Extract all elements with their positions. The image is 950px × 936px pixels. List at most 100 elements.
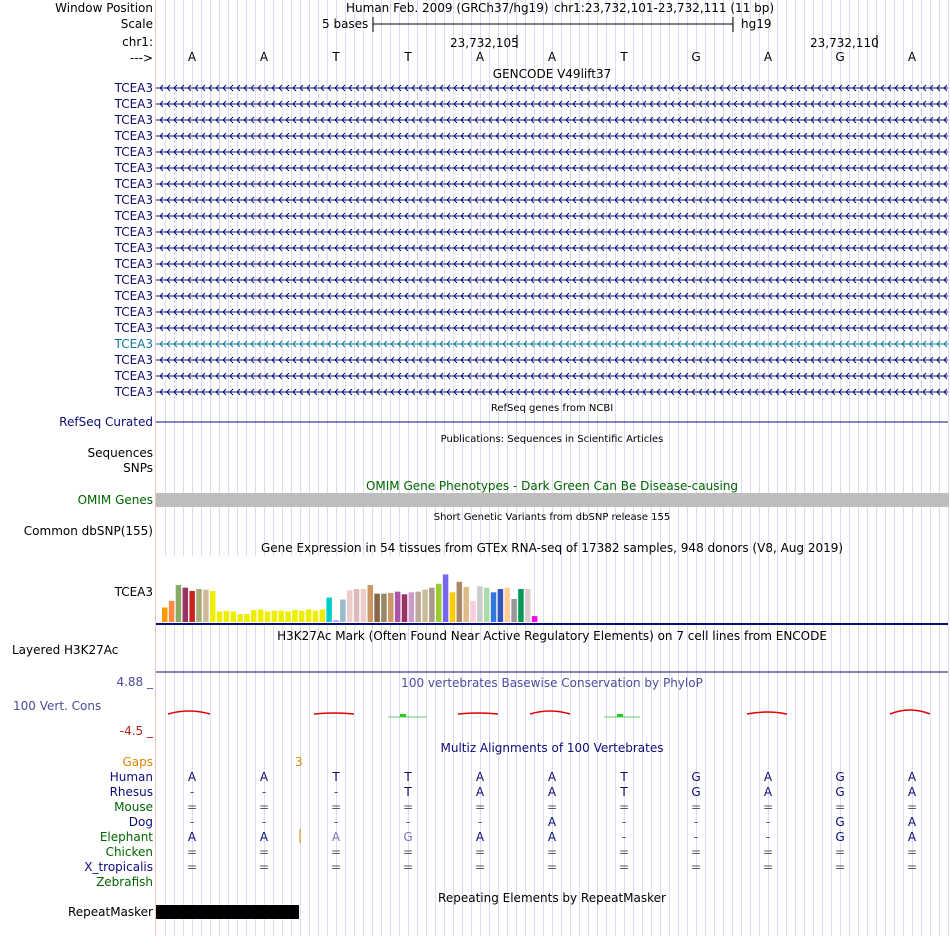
grid-line (543, 0, 544, 936)
gaps-label[interactable]: Gaps (122, 755, 153, 769)
h3k27ac-label[interactable]: Layered H3K27Ac (12, 643, 119, 657)
gtex-tissue-bar (353, 589, 360, 622)
gencode-strand-arrows (159, 164, 948, 172)
gencode-strand-arrows (159, 116, 948, 124)
gencode-transcript-label[interactable]: TCEA3 (114, 193, 153, 207)
publications-track-title[interactable]: Publications: Sequences in Scientific Ar… (440, 434, 664, 445)
gtex-tissue-bar (251, 610, 257, 622)
gencode-strand-arrows (159, 244, 948, 252)
gencode-transcript-label[interactable]: TCEA3 (114, 209, 153, 223)
alignment-base: = (546, 860, 558, 874)
gencode-transcript-label[interactable]: TCEA3 (114, 145, 153, 159)
gencode-transcript-label[interactable]: TCEA3 (114, 305, 153, 319)
gencode-strand-arrows (159, 276, 948, 284)
sequences-label[interactable]: Sequences (87, 446, 153, 460)
alignment-base: = (762, 800, 774, 814)
multiz-track-title[interactable]: Multiz Alignments of 100 Vertebrates (440, 741, 664, 755)
alignment-base: T (332, 770, 340, 784)
grid-line (660, 0, 661, 936)
alignment-base: G (835, 785, 845, 799)
gencode-transcript-label[interactable]: TCEA3 (114, 113, 153, 127)
alignment-base: = (690, 860, 702, 874)
grid-line (552, 0, 553, 936)
grid-line (309, 0, 310, 936)
gencode-transcript-label[interactable]: TCEA3 (114, 81, 153, 95)
gencode-transcript-label[interactable]: TCEA3 (114, 385, 153, 399)
gencode-transcript-label[interactable]: TCEA3 (114, 289, 153, 303)
grid-line (390, 0, 391, 936)
conservation-label[interactable]: 100 Vert. Cons (13, 699, 102, 713)
multiz-species-label[interactable]: X_tropicalis (84, 860, 153, 874)
alignment-base: - (621, 815, 627, 829)
multiz-species-label[interactable]: Mouse (114, 800, 153, 814)
grid-line (534, 0, 535, 936)
gtex-track-title[interactable]: Gene Expression in 54 tissues from GTEx … (260, 541, 844, 555)
alignment-base: = (186, 845, 198, 859)
omim-label[interactable]: OMIM Genes (77, 493, 153, 507)
gencode-strand-arrows (159, 84, 948, 92)
gtex-tissue-bar (326, 597, 332, 622)
gencode-transcript-label[interactable]: TCEA3 (114, 321, 153, 335)
gencode-transcript-label[interactable]: TCEA3 (114, 273, 153, 287)
conservation-track-title[interactable]: 100 vertebrates Basewise Conservation by… (401, 676, 703, 690)
grid-line (282, 0, 283, 936)
gencode-transcript-label[interactable]: TCEA3 (114, 225, 153, 239)
dbsnp-label[interactable]: Common dbSNP(155) (23, 524, 153, 538)
label-divider (155, 0, 156, 936)
gencode-transcript-label[interactable]: TCEA3 (114, 129, 153, 143)
grid-line (345, 0, 346, 936)
gencode-transcript-label[interactable]: TCEA3 (114, 177, 153, 191)
gencode-transcript-label[interactable]: TCEA3 (114, 369, 153, 383)
grid-line (264, 0, 265, 936)
gencode-transcript-label[interactable]: TCEA3 (114, 353, 153, 367)
multiz-species-label[interactable]: Elephant (99, 830, 153, 844)
multiz-species-label[interactable]: Zebrafish (96, 875, 153, 889)
gtex-tissue-bar (401, 594, 408, 622)
grid-line (903, 0, 904, 936)
alignment-base: A (547, 785, 557, 799)
alignment-base: = (402, 860, 414, 874)
alignment-base: = (474, 860, 486, 874)
alignment-base: = (258, 860, 270, 874)
reference-base: T (404, 50, 412, 64)
multiz-species-label[interactable]: Rhesus (109, 785, 153, 799)
gtex-label[interactable]: TCEA3 (114, 585, 153, 599)
gencode-transcript-label[interactable]: TCEA3 (114, 97, 153, 111)
alignment-base: = (618, 800, 630, 814)
gencode-transcript-label[interactable]: TCEA3 (114, 337, 153, 351)
repeatmasker-element (156, 905, 299, 919)
grid-line (624, 0, 625, 936)
alignment-base: - (189, 785, 195, 799)
dbsnp-track-title[interactable]: Short Genetic Variants from dbSNP releas… (433, 512, 671, 523)
gtex-tissue-bar (422, 589, 428, 622)
snps-label[interactable]: SNPs (123, 461, 153, 475)
grid-line (795, 0, 796, 936)
grid-line (840, 0, 841, 936)
grid-line (354, 0, 355, 936)
reference-base: A (259, 50, 269, 64)
multiz-species-label[interactable]: Dog (128, 815, 153, 829)
repeatmasker-track-title[interactable]: Repeating Elements by RepeatMasker (438, 891, 666, 905)
gencode-transcript-label[interactable]: TCEA3 (114, 257, 153, 271)
grid-line (363, 0, 364, 936)
omim-track-title[interactable]: OMIM Gene Phenotypes - Dark Green Can Be… (365, 479, 739, 493)
gtex-tissue-bar (182, 587, 189, 622)
gencode-track-title[interactable]: GENCODE V49lift37 (492, 67, 612, 81)
alignment-base: = (186, 860, 198, 874)
gencode-transcript-label[interactable]: TCEA3 (114, 161, 153, 175)
multiz-species-label[interactable]: Human (109, 770, 153, 784)
position-text[interactable]: chr1:23,732,101-23,732,111 (11 bp) (554, 1, 775, 15)
grid-line (939, 0, 940, 936)
multiz-species-label[interactable]: Chicken (105, 845, 153, 859)
alignment-base: - (765, 830, 771, 844)
alignment-base: = (906, 845, 918, 859)
gencode-transcript-label[interactable]: TCEA3 (114, 241, 153, 255)
alignment-base: T (404, 770, 412, 784)
refseq-label[interactable]: RefSeq Curated (59, 415, 153, 429)
position-tick-label-2: 23,732,110 (810, 36, 879, 50)
grid-line (210, 0, 211, 936)
refseq-track-title[interactable]: RefSeq genes from NCBI (490, 403, 614, 414)
repeatmasker-label[interactable]: RepeatMasker (67, 905, 153, 919)
h3k27ac-track-title[interactable]: H3K27Ac Mark (Often Found Near Active Re… (277, 629, 827, 643)
